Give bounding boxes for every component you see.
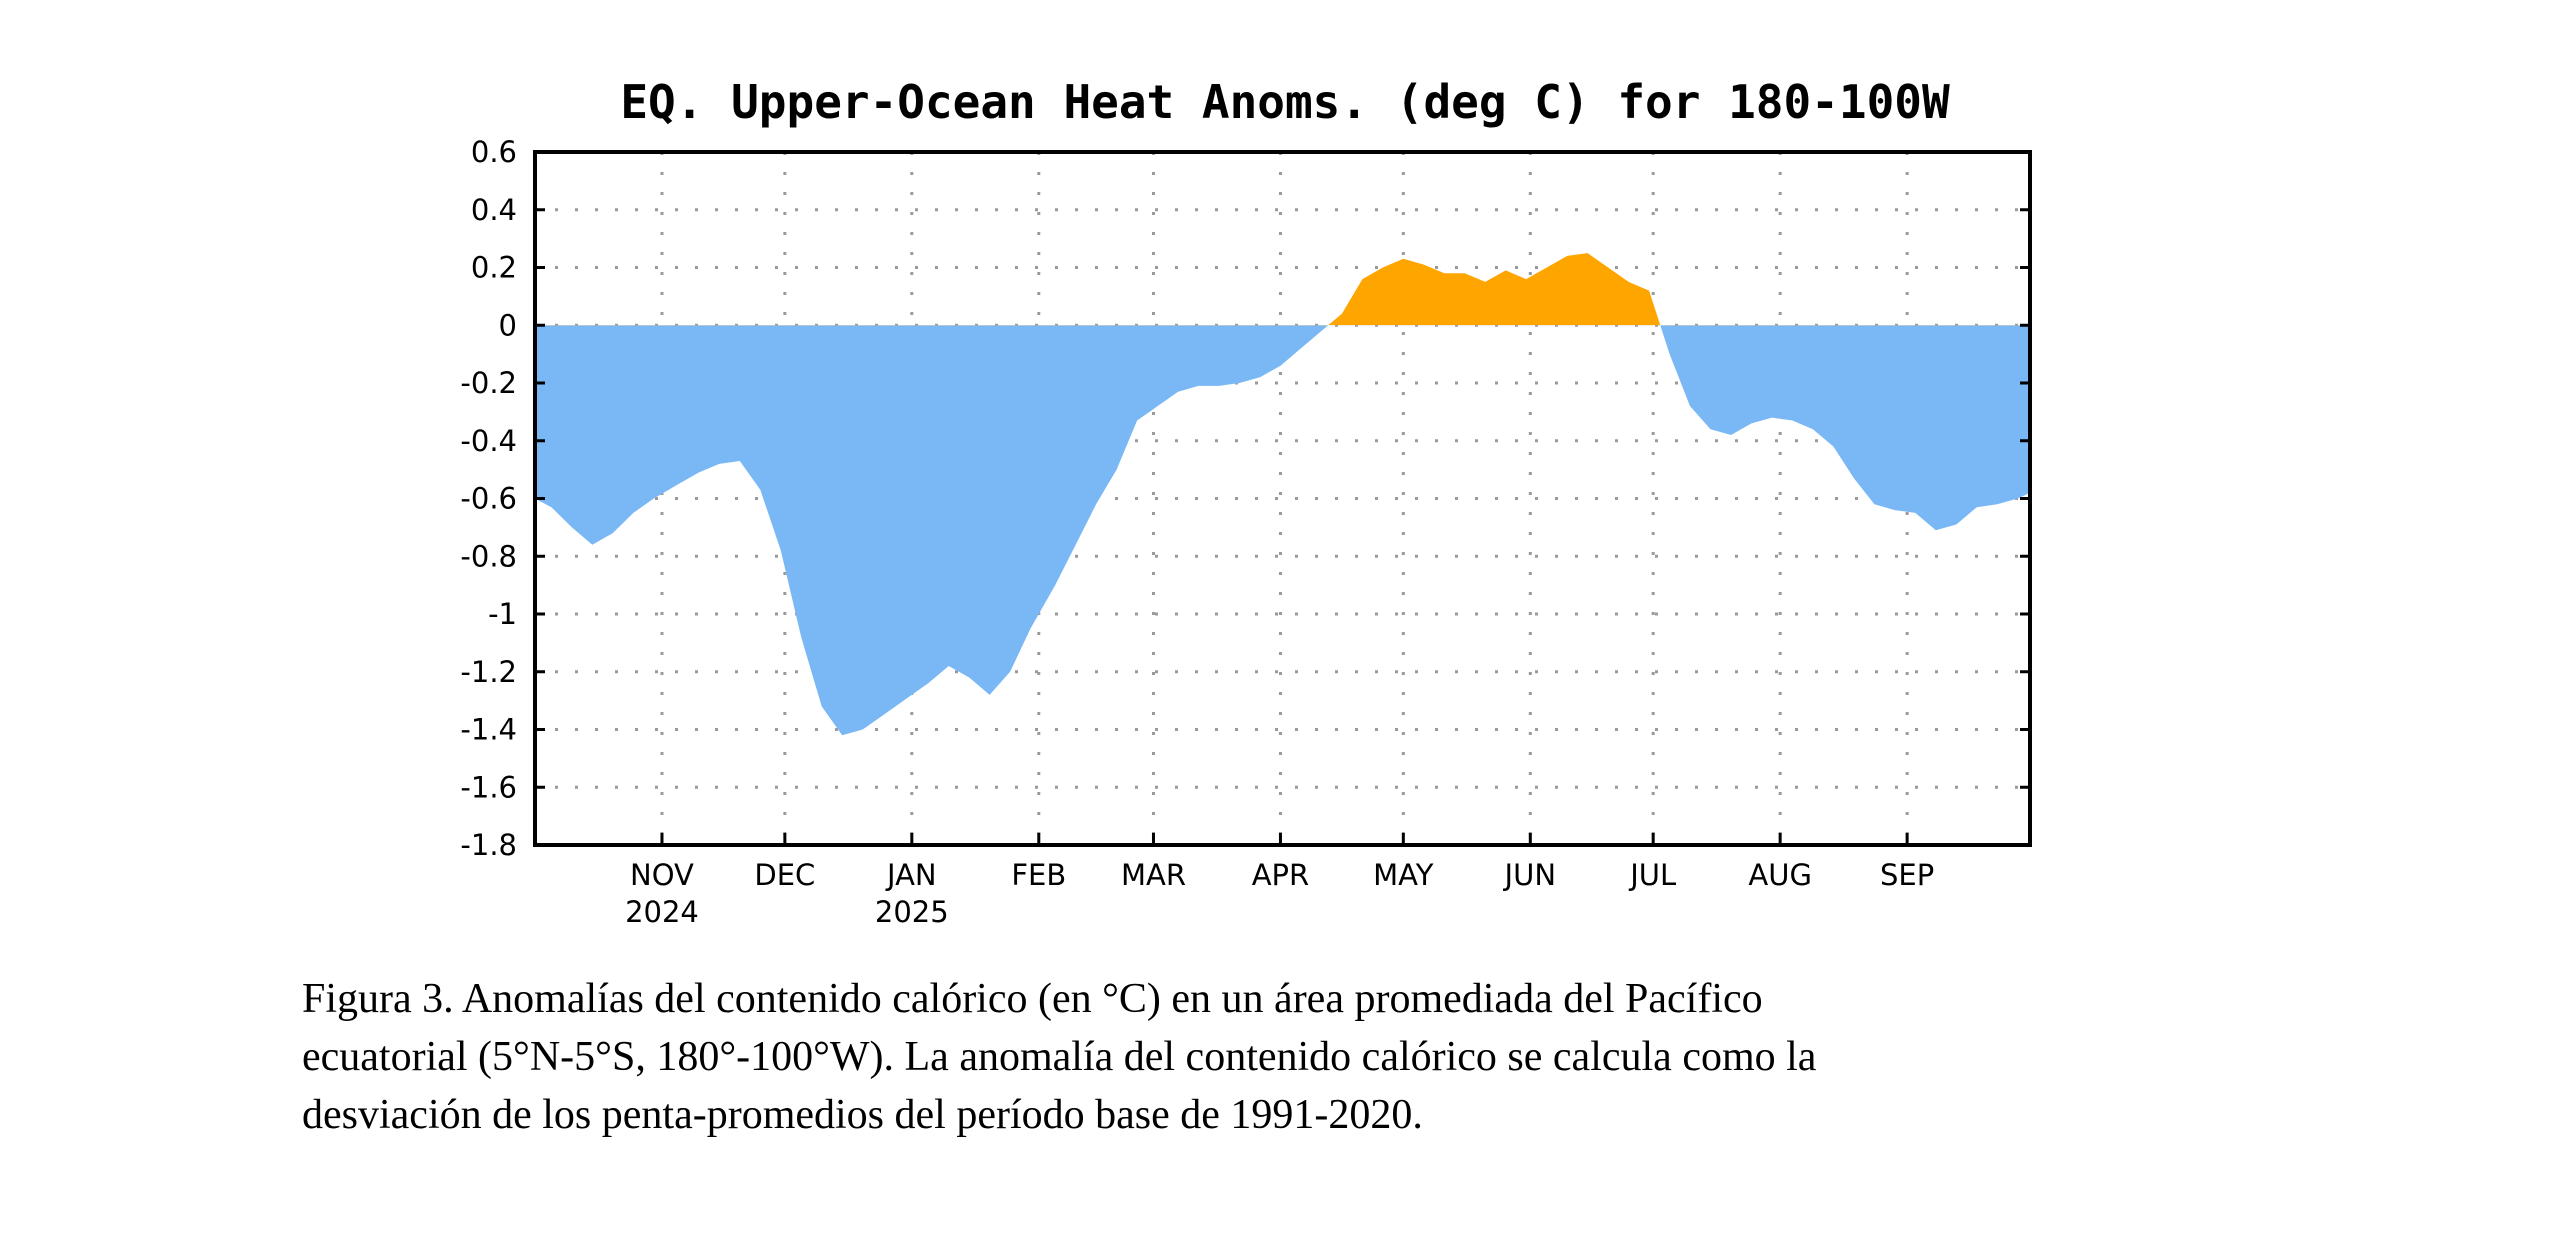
y-tick-label: 0.4: [471, 193, 517, 227]
x-tick-label: MAY: [1373, 858, 1434, 892]
x-tick-label: MAR: [1121, 858, 1186, 892]
y-tick-label: 0: [499, 308, 517, 342]
y-tick-label: -0.6: [460, 482, 517, 516]
x-tick-label: NOV: [630, 858, 694, 892]
caption-line-2: ecuatorial (5°N-5°S, 180°-100°W). La ano…: [302, 1034, 1817, 1080]
gridlines: [535, 150, 2030, 847]
y-tick-label: -0.8: [460, 539, 517, 573]
x-tick-year-label: 2025: [875, 895, 949, 929]
heat-anomaly-chart: EQ. Upper-Ocean Heat Anoms. (deg C) for …: [460, 75, 2032, 929]
y-tick-label: -1.4: [460, 713, 517, 747]
x-tick-label: JUL: [1628, 858, 1676, 892]
y-axis: 0.6 0.4 0.2 0 -0.2 -0.4 -0.6 -0.8 -1 -1.2 -1.4 -1.6…: [460, 135, 2030, 862]
caption-line-1: Figura 3. Anomalías del contenido calóri…: [302, 976, 1763, 1022]
y-tick-label: -1.2: [460, 655, 517, 689]
figure-caption: Figura 3. Anomalías del contenido calóri…: [302, 970, 2202, 1144]
x-tick-year-label: 2024: [625, 895, 699, 929]
y-tick-label: 0.6: [471, 135, 517, 169]
y-tick-label: 0.2: [471, 251, 517, 285]
x-tick-label: AUG: [1748, 858, 1812, 892]
x-tick-label: SEP: [1880, 858, 1934, 892]
x-tick-label: APR: [1252, 858, 1309, 892]
plot-frame: [533, 150, 2032, 847]
y-tick-label: -0.2: [460, 366, 517, 400]
chart-title: EQ. Upper-Ocean Heat Anoms. (deg C) for …: [620, 75, 1950, 129]
y-tick-label: -1: [488, 597, 517, 631]
x-tick-label: JUN: [1503, 858, 1556, 892]
caption-line-3: desviación de los penta-promedios del pe…: [302, 1092, 1423, 1138]
y-tick-label: -1.6: [460, 770, 517, 804]
x-tick-label: FEB: [1011, 858, 1066, 892]
negative-anomaly-area: [535, 325, 2030, 736]
x-tick-label: DEC: [754, 858, 815, 892]
x-tick-label: JAN: [885, 858, 937, 892]
y-tick-label: -0.4: [460, 424, 517, 458]
y-tick-label: -1.8: [460, 828, 517, 862]
